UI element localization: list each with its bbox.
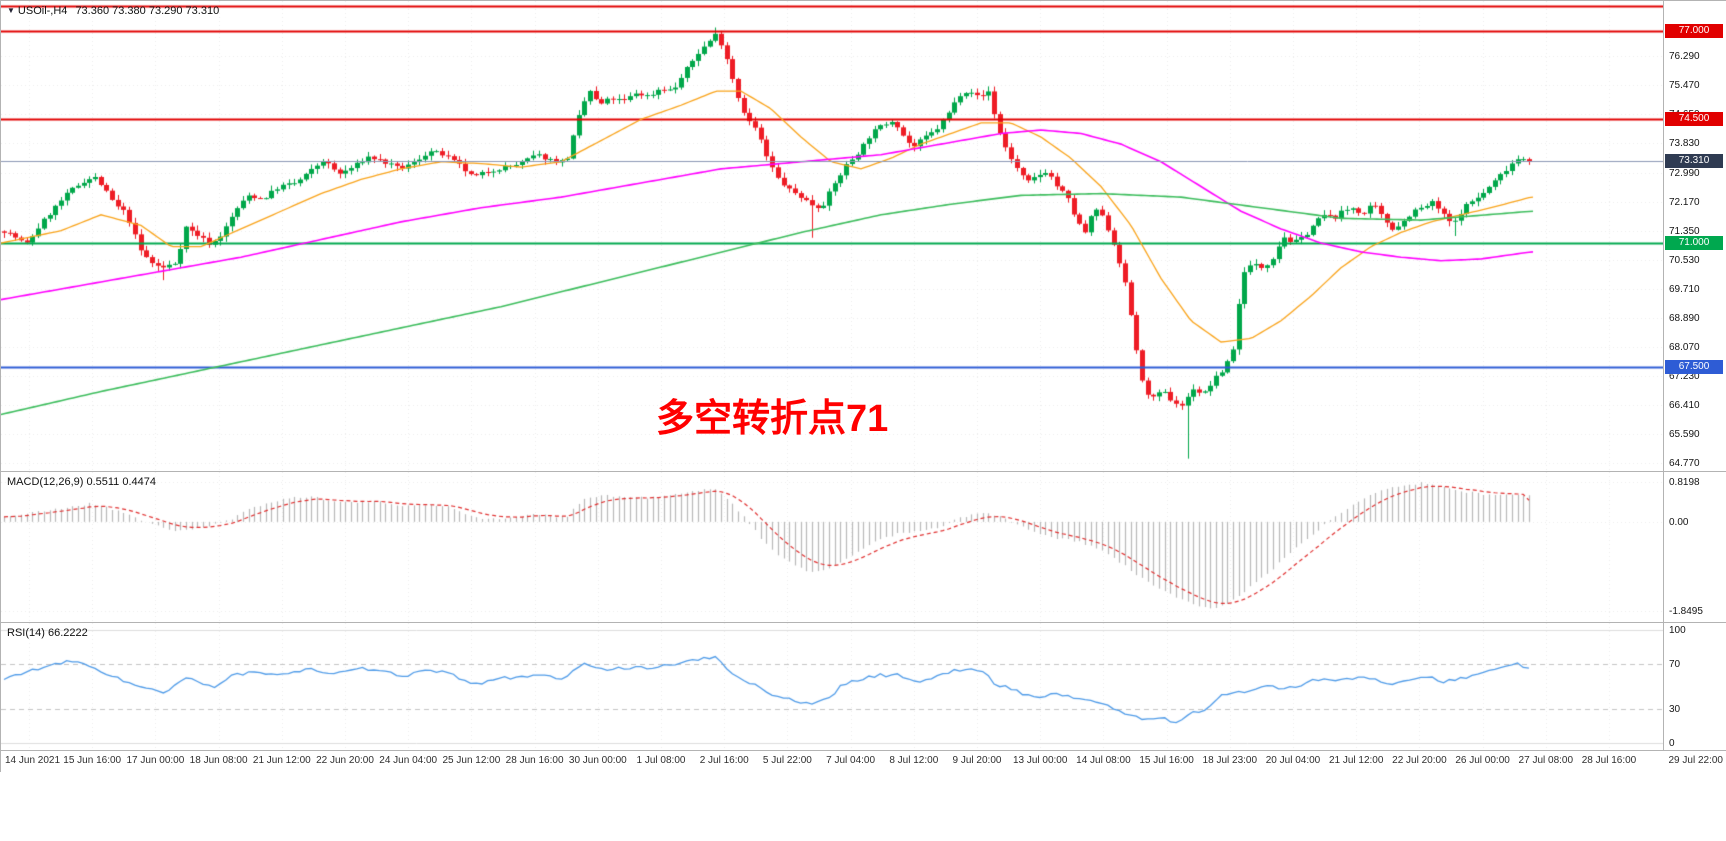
time-label: 15 Jun 16:00 [63, 755, 122, 766]
annotation-text[interactable]: 多空转折点71 [656, 398, 889, 440]
time-label: 21 Jul 12:00 [1328, 755, 1384, 766]
time-label: 15 Jul 16:00 [1139, 755, 1194, 766]
price-pane[interactable]: ▼ USOil-,H4 73.360 73.380 73.290 73.310 多空… [1, 1, 1726, 471]
price-axis[interactable]: 76.29075.47074.65073.83072.99072.17071.3… [1663, 1, 1726, 471]
time-label: 7 Jul 04:00 [826, 755, 876, 766]
price-axis-tick: 72.990 [1669, 167, 1700, 179]
time-label: 14 Jun 2021 [5, 755, 61, 766]
time-label: 9 Jul 20:00 [952, 755, 1002, 766]
price-axis-tick: 68.890 [1669, 312, 1700, 324]
time-label: 30 Jun 00:00 [568, 755, 627, 766]
price-level-badge: 71.000 [1665, 236, 1723, 251]
time-label: 27 Jul 08:00 [1518, 755, 1574, 766]
macd-axis-tick: 0.8198 [1669, 477, 1700, 489]
time-label: 29 Jul 22:00 [1668, 755, 1724, 766]
price-axis-tick: 65.590 [1669, 429, 1700, 441]
time-label: 28 Jun 16:00 [505, 755, 564, 766]
time-label: 17 Jun 00:00 [126, 755, 185, 766]
rsi-label: RSI(14) 66.2222 [7, 627, 88, 639]
price-level-badge: 73.310 [1665, 154, 1723, 169]
time-label: 13 Jul 00:00 [1012, 755, 1068, 766]
time-label: 8 Jul 12:00 [889, 755, 939, 766]
macd-pane[interactable]: MACD(12,26,9) 0.5511 0.4474 0.8198 0.00 -1… [1, 472, 1726, 622]
time-label: 18 Jul 23:00 [1202, 755, 1258, 766]
price-axis-tick: 68.070 [1669, 341, 1700, 353]
price-chart-canvas[interactable] [1, 1, 1663, 471]
time-label: 2 Jul 16:00 [699, 755, 749, 766]
price-axis-tick: 70.530 [1669, 254, 1700, 266]
time-label: 18 Jun 08:00 [189, 755, 248, 766]
macd-label: MACD(12,26,9) 0.5511 0.4474 [7, 476, 156, 488]
pane-separator[interactable] [1, 471, 1726, 472]
rsi-canvas[interactable] [1, 623, 1663, 750]
symbol-marker-icon: ▼ [7, 6, 15, 15]
time-label: 26 Jul 00:00 [1455, 755, 1510, 766]
time-label: 22 Jun 20:00 [316, 755, 374, 766]
time-label: 24 Jun 04:00 [379, 755, 438, 766]
price-level-badge: 77.000 [1665, 24, 1723, 39]
time-label: 5 Jul 22:00 [762, 755, 812, 766]
rsi-axis-tick: 30 [1669, 704, 1681, 716]
pane-separator[interactable] [1, 622, 1726, 623]
macd-axis[interactable]: 0.8198 0.00 -1.8495 [1663, 472, 1726, 622]
time-label: 25 Jun 12:00 [442, 755, 501, 766]
rsi-pane[interactable]: RSI(14) 66.2222 100 70 30 0 [1, 623, 1726, 750]
price-axis-tick: 69.710 [1669, 283, 1700, 295]
time-label: 21 Jun 12:00 [252, 755, 311, 766]
price-axis-tick: 66.410 [1669, 400, 1700, 412]
symbol-label: USOil-,H4 [17, 5, 68, 17]
price-level-badge: 67.500 [1665, 359, 1723, 374]
time-label: 20 Jul 04:00 [1265, 755, 1321, 766]
rsi-axis-tick: 0 [1669, 738, 1675, 749]
macd-axis-tick: -1.8495 [1669, 606, 1703, 618]
macd-axis-tick: 0.00 [1669, 516, 1689, 528]
price-level-badge: 74.500 [1665, 112, 1723, 127]
time-axis[interactable]: 14 Jun 2021 15 Jun 16:00 17 Jun 00:00 18 Ju… [1, 751, 1726, 772]
price-axis-tick: 64.770 [1669, 458, 1700, 470]
price-axis-tick: 71.350 [1669, 225, 1700, 237]
price-axis-tick: 72.170 [1669, 196, 1700, 208]
pane-separator[interactable] [1, 750, 1726, 751]
rsi-axis-tick: 100 [1669, 625, 1686, 636]
time-label: 1 Jul 08:00 [636, 755, 686, 766]
price-axis-tick: 73.830 [1669, 138, 1700, 150]
rsi-axis-tick: 70 [1669, 658, 1681, 670]
price-axis-tick: 67.230 [1669, 371, 1700, 383]
time-label: 14 Jul 08:00 [1076, 755, 1131, 766]
time-label: 28 Jul 16:00 [1581, 755, 1637, 766]
chart-title: ▼ USOil-,H4 73.360 73.380 73.290 73.310 [7, 5, 219, 17]
rsi-axis[interactable]: 100 70 30 0 [1663, 623, 1726, 750]
price-axis-tick: 75.470 [1669, 80, 1700, 92]
ohlc-values: 73.360 73.380 73.290 73.310 [75, 5, 220, 17]
price-axis-tick: 76.290 [1669, 51, 1700, 63]
macd-canvas[interactable] [1, 472, 1663, 622]
time-label: 22 Jul 20:00 [1392, 755, 1447, 766]
chart-area: ▼ USOil-,H4 73.360 73.380 73.290 73.310 多空… [0, 0, 1726, 772]
